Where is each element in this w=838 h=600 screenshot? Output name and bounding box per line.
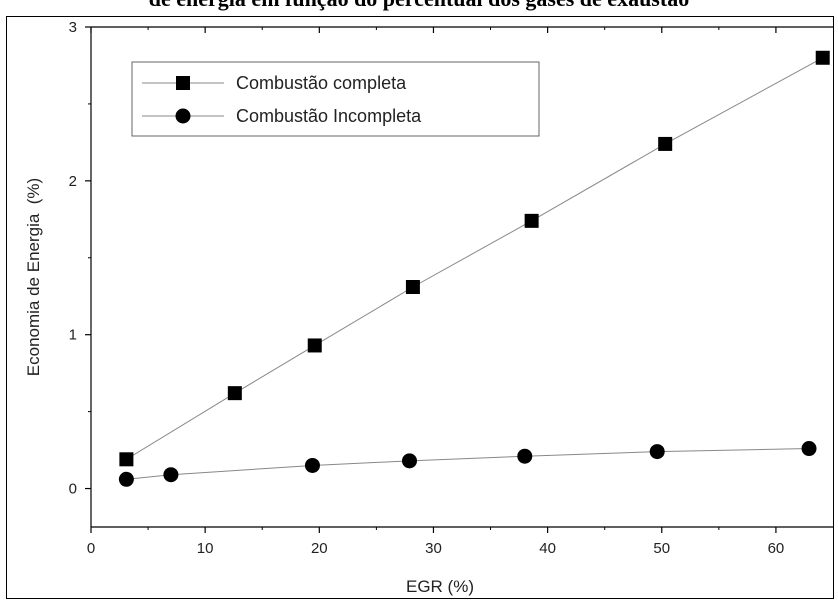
data-point-circle — [304, 457, 320, 473]
y-tick-label: 1 — [69, 327, 77, 344]
data-point-circle — [163, 467, 179, 483]
x-tick-label: 30 — [425, 540, 442, 557]
data-point-square — [119, 452, 134, 467]
legend-box — [131, 61, 540, 137]
legend-label: Combustão Incompleta — [236, 106, 422, 126]
series-2 — [118, 441, 817, 487]
x-tick-label: 10 — [197, 540, 214, 557]
chart-title: de energia em função do percentual dos g… — [0, 0, 838, 12]
data-point-circle — [517, 448, 533, 464]
series-1 — [119, 50, 830, 467]
legend-square-marker — [176, 76, 190, 90]
x-tick-label: 60 — [768, 540, 785, 557]
data-point-square — [405, 280, 420, 294]
x-tick-label: 40 — [539, 540, 556, 557]
data-point-square — [815, 50, 830, 65]
y-tick-label: 0 — [69, 481, 77, 498]
data-point-square — [227, 386, 242, 401]
data-point-square — [524, 213, 539, 228]
data-point-circle — [401, 453, 417, 469]
x-axis-label: EGR (%) — [406, 577, 474, 596]
legend: Combustão completa Combustão Incompleta — [131, 61, 540, 137]
data-point-square — [307, 338, 322, 353]
y-axis-label: Economia de Energia (%) — [24, 178, 43, 376]
data-point-circle — [118, 471, 134, 487]
line-chart: 0 10 20 30 40 50 60 0 1 2 3 EGR (%) Economia de Ener… — [24, 19, 833, 596]
legend-label: Combustão completa — [236, 73, 407, 93]
x-tick-label: 50 — [653, 540, 670, 557]
data-point-square — [658, 136, 673, 151]
data-point-circle — [649, 444, 665, 460]
x-tick-label: 0 — [87, 540, 95, 557]
data-point-circle — [801, 441, 817, 457]
series-line — [126, 448, 810, 480]
chart-frame: 0 10 20 30 40 50 60 0 1 2 3 EGR (%) Economia de Ener… — [6, 16, 834, 599]
y-tick-label: 3 — [69, 19, 77, 36]
y-tick-label: 2 — [69, 173, 77, 190]
x-tick-label: 20 — [311, 540, 328, 557]
legend-circle-marker — [175, 108, 191, 124]
